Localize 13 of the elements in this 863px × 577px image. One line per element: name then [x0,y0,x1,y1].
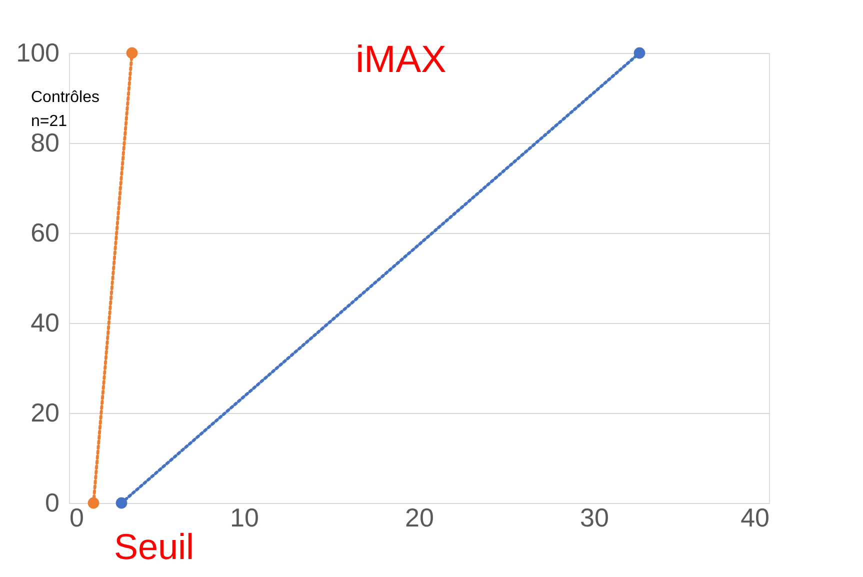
text: Seuil [114,526,194,567]
x-tick-label: 10 [230,502,259,532]
y-tick-label: 60 [30,218,60,248]
annotation: Contrôles n=21 [31,89,100,130]
x-tick-label: 20 [405,502,434,532]
x-tick-label: 0 [70,502,84,532]
y-tick-label: 40 [30,308,60,338]
x-tick-label: 40 [740,502,770,532]
chart-title: iMAX [356,39,446,81]
x-tick-label: 30 [580,502,609,532]
y-tick-label: 20 [30,398,60,428]
y-tick-label: 80 [30,128,60,158]
y-tick-label: 100 [16,38,60,68]
